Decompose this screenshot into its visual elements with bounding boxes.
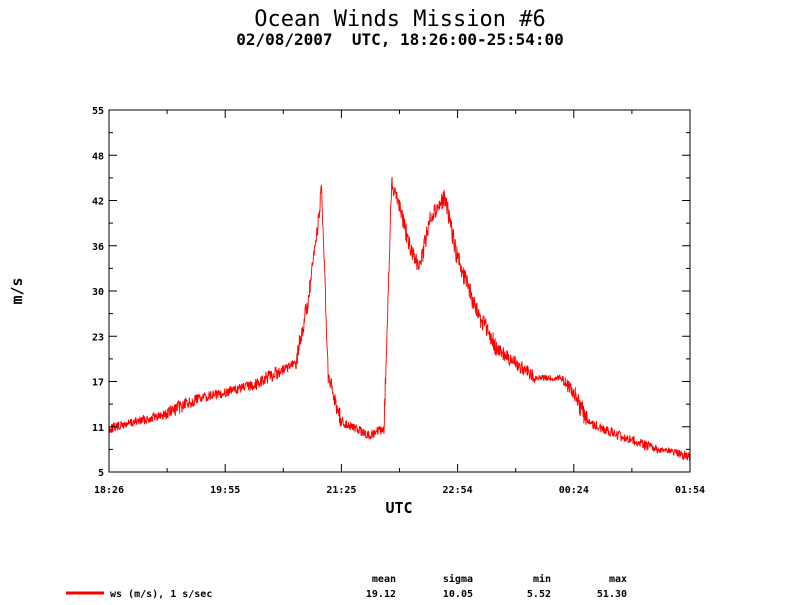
- y-tick-label: 42: [92, 197, 104, 208]
- x-tick-label: 01:54: [675, 485, 705, 496]
- y-tick-label: 30: [92, 287, 104, 298]
- y-tick-label: 36: [92, 242, 104, 253]
- stat-header-sigma: sigma: [443, 573, 473, 585]
- y-tick-label: 5: [98, 468, 104, 479]
- x-tick-label: 22:54: [443, 485, 473, 496]
- stat-value-max: 51.30: [597, 589, 627, 600]
- stat-header-max: max: [609, 574, 627, 585]
- stat-header-mean: mean: [372, 574, 396, 585]
- y-axis-label: m/s: [8, 277, 26, 304]
- stat-value-min: 5.52: [527, 589, 551, 600]
- x-tick-label: 21:25: [326, 485, 356, 496]
- series-line-0: [108, 176, 691, 462]
- stat-header-min: min: [533, 573, 551, 585]
- stat-value-sigma: 10.05: [443, 589, 473, 600]
- y-tick-label: 11: [92, 423, 104, 434]
- axes-layer: 18:26 19:55 21:25 22:54 00:24 01:54 55 48 42 36 30…: [92, 106, 705, 496]
- y-tick-label: 23: [92, 332, 104, 343]
- legend-label: ws (m/s), 1 s/sec: [110, 589, 212, 600]
- chart-title: Ocean Winds Mission #6: [254, 7, 545, 32]
- x-axis-label: UTC: [385, 499, 412, 517]
- x-tick-label: 00:24: [559, 485, 589, 496]
- x-tick-label: 18:26: [94, 485, 124, 496]
- y-tick-label: 55: [92, 106, 104, 117]
- y-tick-label: 17: [92, 378, 104, 389]
- y-tick-label: 48: [92, 151, 104, 162]
- stat-value-mean: 19.12: [366, 589, 396, 600]
- legend: ws (m/s), 1 s/sec: [66, 589, 212, 600]
- series-layer: [108, 176, 691, 462]
- stats-table: mean sigma min max 19.12 10.05 5.52 51.3…: [366, 573, 627, 600]
- chart-subtitle: 02/08/2007 UTC, 18:26:00-25:54:00: [236, 30, 564, 49]
- plot-frame: [108, 109, 691, 473]
- x-tick-label: 19:55: [210, 485, 240, 496]
